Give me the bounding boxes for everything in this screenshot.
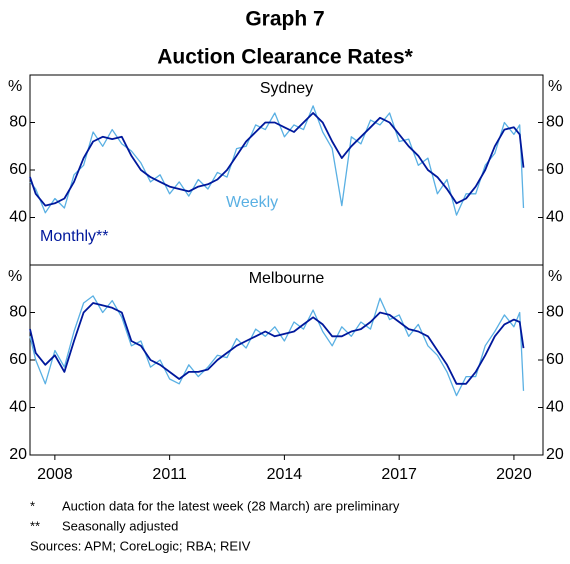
panel-title: Melbourne [249,270,325,287]
note-marker: ** [30,518,40,533]
y-tick-label: 40 [9,209,27,226]
y-unit: % [8,268,22,285]
y-unit: % [548,268,562,285]
note: Auction data for the latest week (28 Mar… [62,498,400,513]
x-tick-label: 2011 [152,466,187,483]
x-tick-label: 2017 [381,466,417,483]
sources: Sources: APM; CoreLogic; RBA; REIV [30,538,251,553]
x-tick-label: 2008 [37,466,73,483]
y2-tick-label: 60 [546,351,564,368]
series-label: Weekly [226,194,278,211]
x-tick-label: 2020 [496,466,532,483]
note: Seasonally adjusted [62,518,178,533]
y-tick-label: 80 [9,114,27,131]
y-tick-label: 20 [9,446,27,463]
series-line [29,295,525,397]
y2-tick-label: 80 [546,114,564,131]
y2-tick-label: 20 [546,446,564,463]
series-line [29,112,525,207]
series-label: Monthly** [40,228,108,245]
series-line [29,302,525,385]
y2-tick-label: 40 [546,209,564,226]
y-tick-label: 60 [9,161,27,178]
y2-tick-label: 80 [546,304,564,321]
panel-title: Sydney [260,80,313,97]
x-tick-label: 2014 [267,466,303,483]
y-unit: % [548,78,562,95]
chart-subtitle: Auction Clearance Rates* [157,46,413,69]
note-marker: * [30,498,35,513]
chart-title: Graph 7 [245,8,324,31]
y-tick-label: 40 [9,399,27,416]
y-unit: % [8,78,22,95]
y2-tick-label: 40 [546,399,564,416]
y-tick-label: 80 [9,304,27,321]
y2-tick-label: 60 [546,161,564,178]
y-tick-label: 60 [9,351,27,368]
